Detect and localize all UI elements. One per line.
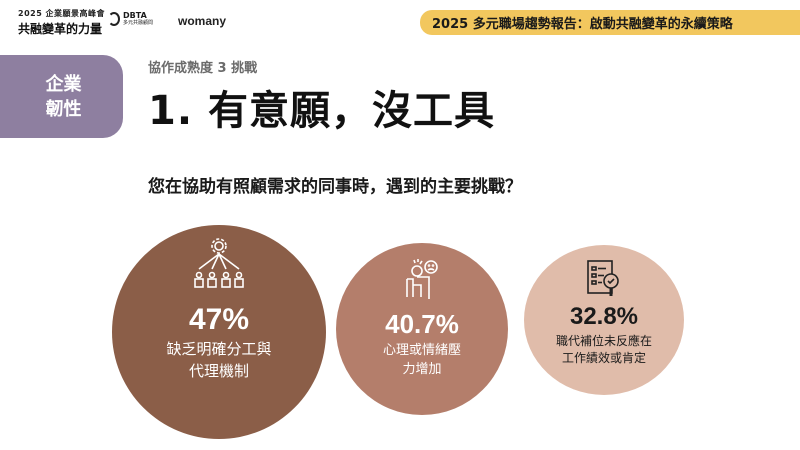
- category-tag: 企業 韌性: [0, 55, 123, 138]
- dbta-mark-icon: [108, 12, 120, 26]
- dbta-logo: DBTA 多元共融顧問: [108, 12, 153, 26]
- page-title: 1. 有意願，沒工具: [148, 88, 495, 134]
- stat-value: 47%: [188, 303, 250, 336]
- stat-label: 缺乏明確分工與 代理機制: [166, 340, 272, 380]
- dbta-name: DBTA: [123, 11, 147, 20]
- survey-question: 您在協助有照顧需求的同事時，遇到的主要挑戰？: [148, 177, 522, 197]
- delegation-icon: [189, 237, 249, 301]
- stressed-worker-icon: [399, 257, 445, 307]
- stat-circle-1: 47% 缺乏明確分工與 代理機制: [112, 225, 326, 439]
- event-year-label: 2025 企業願景高峰會: [18, 9, 106, 18]
- stat-value: 40.7%: [385, 309, 459, 339]
- event-logo: 2025 企業願景高峰會 共融變革的力量: [18, 8, 105, 37]
- category-line2: 韌性: [45, 98, 82, 120]
- stat-label: 心理或情緒壓 力增加: [382, 343, 461, 377]
- womany-logo: womany: [178, 14, 227, 28]
- stat-circle-2: 40.7% 心理或情緒壓 力增加: [336, 243, 508, 415]
- dbta-subtitle: 多元共融顧問: [123, 20, 154, 26]
- stat-label: 職代補位未反應在 工作績效或肯定: [555, 334, 652, 366]
- category-line1: 企業: [45, 73, 82, 95]
- section-subtitle: 協作成熟度 3 挑戰: [148, 61, 258, 76]
- stat-value: 32.8%: [569, 303, 639, 330]
- event-name: 共融變革的力量: [18, 22, 103, 36]
- stat-circle-3: 32.8% 職代補位未反應在 工作績效或肯定: [524, 245, 684, 395]
- report-title-banner: 2025 多元職場趨勢報告：啟動共融變革的永續策略: [420, 10, 800, 35]
- checklist-review-icon: [584, 259, 624, 303]
